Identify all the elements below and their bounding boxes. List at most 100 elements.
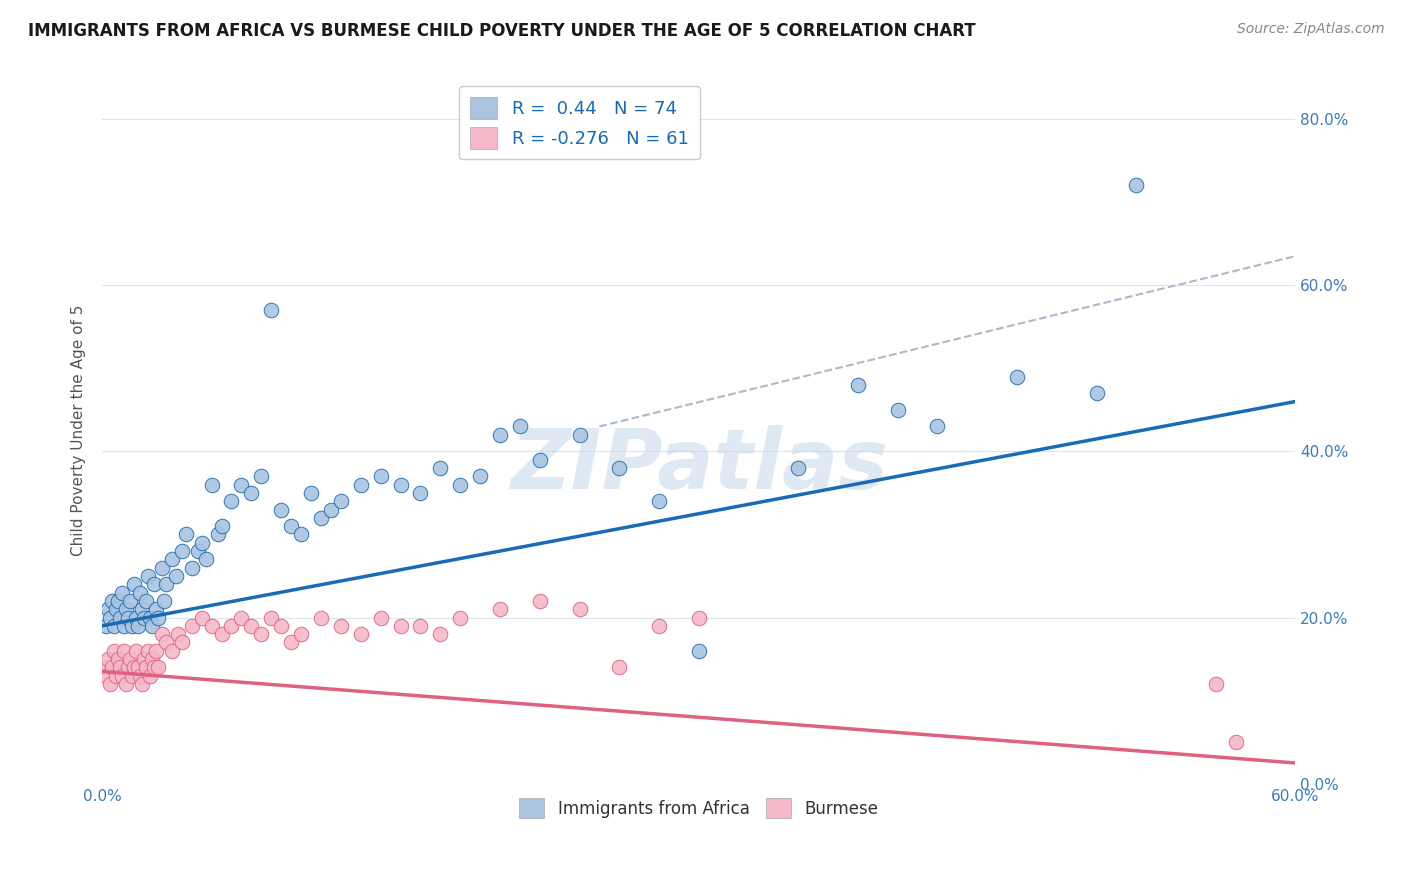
Point (145, 602, 167, 616)
Point (122, 660, 145, 674)
Point (299, 486, 322, 500)
Point (211, 627, 233, 641)
Point (105, 669, 128, 683)
Point (93, 660, 115, 674)
Point (648, 494, 671, 508)
Point (329, 619, 352, 633)
Point (1225, 735, 1247, 749)
Point (180, 560, 202, 574)
Point (190, 535, 212, 549)
Point (688, 610, 710, 624)
Point (105, 602, 128, 616)
Point (131, 677, 153, 691)
Point (129, 669, 152, 683)
Point (121, 669, 143, 683)
Point (231, 477, 253, 491)
Point (250, 627, 273, 641)
Point (103, 619, 125, 633)
Point (409, 486, 432, 500)
Point (568, 427, 591, 442)
Point (142, 660, 165, 674)
Point (141, 652, 163, 666)
Point (309, 511, 332, 525)
Point (280, 519, 302, 533)
Point (270, 619, 292, 633)
Point (1205, 677, 1227, 691)
Point (1125, 178, 1147, 193)
Point (107, 652, 129, 666)
Point (509, 419, 531, 434)
Point (240, 486, 263, 500)
Point (96, 669, 118, 683)
Point (132, 652, 155, 666)
Point (103, 644, 125, 658)
Point (146, 610, 169, 624)
Point (350, 477, 373, 491)
Point (122, 577, 145, 591)
Point (270, 502, 292, 516)
Point (211, 519, 233, 533)
Point (160, 644, 183, 658)
Point (129, 585, 152, 599)
Point (194, 552, 217, 566)
Point (118, 594, 141, 608)
Point (98, 610, 121, 624)
Point (101, 660, 124, 674)
Point (155, 635, 177, 649)
Point (260, 303, 283, 318)
Point (207, 527, 229, 541)
Point (131, 602, 153, 616)
Point (250, 469, 273, 483)
Point (648, 619, 671, 633)
Point (221, 619, 243, 633)
Text: IMMIGRANTS FROM AFRICA VS BURMESE CHILD POVERTY UNDER THE AGE OF 5 CORRELATION C: IMMIGRANTS FROM AFRICA VS BURMESE CHILD … (28, 22, 976, 40)
Point (135, 660, 157, 674)
Point (468, 469, 491, 483)
Point (150, 627, 173, 641)
Point (121, 619, 143, 633)
Point (329, 494, 352, 508)
Point (489, 427, 512, 442)
Point (180, 619, 202, 633)
Point (136, 569, 159, 583)
Point (153, 594, 176, 608)
Point (136, 644, 159, 658)
Point (174, 527, 197, 541)
Point (170, 635, 193, 649)
Point (489, 602, 512, 616)
Point (190, 610, 212, 624)
Legend: Immigrants from Africa, Burmese: Immigrants from Africa, Burmese (513, 791, 886, 825)
Point (607, 461, 630, 475)
Point (409, 619, 432, 633)
Point (1005, 369, 1028, 384)
Point (127, 619, 149, 633)
Point (146, 660, 169, 674)
Point (142, 577, 165, 591)
Point (125, 610, 148, 624)
Point (160, 552, 183, 566)
Point (886, 402, 908, 417)
Point (139, 669, 162, 683)
Point (787, 461, 810, 475)
Point (115, 602, 138, 616)
Point (118, 652, 141, 666)
Point (117, 610, 139, 624)
Point (449, 610, 471, 624)
Point (688, 644, 710, 658)
Text: ZIPatlas: ZIPatlas (510, 425, 887, 507)
Point (370, 610, 392, 624)
Point (529, 594, 551, 608)
Point (607, 660, 630, 674)
Point (389, 477, 412, 491)
Point (112, 619, 135, 633)
Point (350, 627, 373, 641)
Point (187, 544, 209, 558)
Point (98, 677, 121, 691)
Point (221, 494, 243, 508)
Y-axis label: Child Poverty Under the Age of 5: Child Poverty Under the Age of 5 (72, 305, 86, 557)
Point (150, 560, 173, 574)
Point (429, 461, 451, 475)
Point (108, 610, 131, 624)
Point (389, 619, 412, 633)
Point (200, 619, 222, 633)
